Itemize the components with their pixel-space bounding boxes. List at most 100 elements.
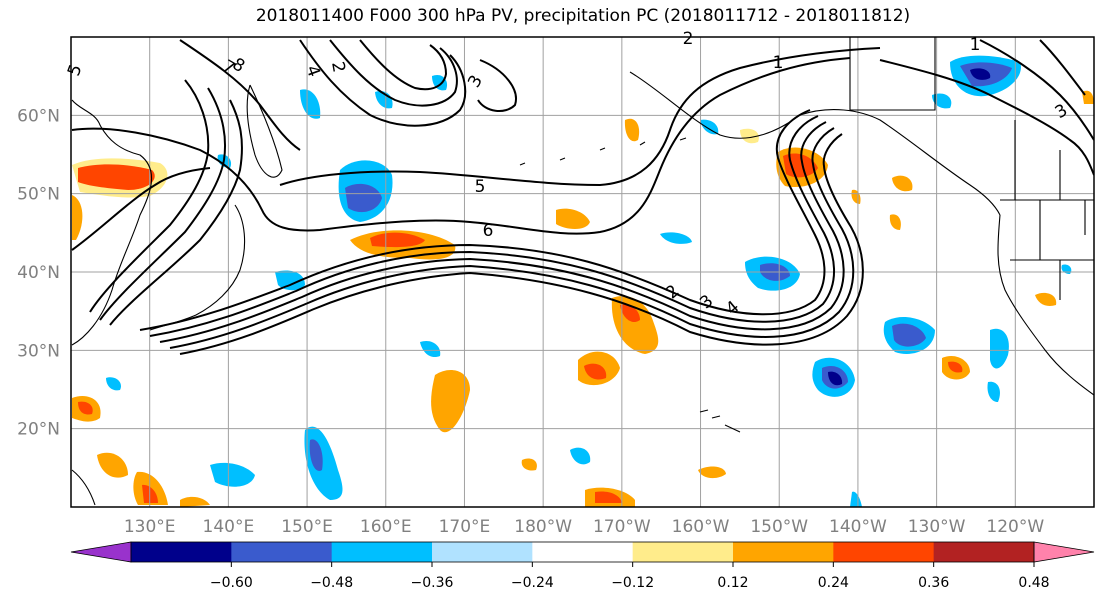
lon-tick-label: 150°E — [281, 517, 333, 537]
lat-tick-label: 30°N — [17, 341, 60, 361]
map-panel: 8 7 5 4 2 5 6 1 2 1 2 3 4 3 3 — [64, 29, 1095, 508]
lon-tick-label: 130°E — [124, 517, 176, 537]
colorbar-extend-high — [1033, 541, 1095, 563]
precip-anomaly-positive — [78, 401, 93, 415]
coastline-kamchatka — [246, 84, 283, 178]
colorbar-segment — [532, 542, 634, 562]
precip-anomaly-positive — [556, 208, 590, 229]
precipitation-pc-shading — [72, 55, 1094, 507]
lat-tick-label: 50°N — [17, 185, 60, 205]
colorbar-segment — [733, 542, 834, 562]
colorbar-tick-label: 0.48 — [1018, 575, 1049, 591]
colorbar-segment — [131, 542, 232, 562]
colorbar-tick-label: −0.24 — [511, 575, 554, 591]
pv-contour — [169, 127, 855, 349]
lon-tick-label: 160°W — [672, 517, 730, 537]
colorbar-tick-label: 0.24 — [818, 575, 849, 591]
precip-anomaly-positive — [740, 128, 759, 144]
pv-contour — [179, 39, 301, 151]
pv-contour — [329, 39, 458, 107]
lon-tick-label: 160°E — [360, 517, 412, 537]
lon-tick-label: 120°W — [986, 517, 1044, 537]
precip-anomaly-negative — [828, 371, 843, 386]
pv-contour-label: 1 — [970, 35, 981, 55]
pv-contour-label: 2 — [683, 29, 694, 49]
pv-contour — [149, 115, 836, 337]
pv-contour — [879, 59, 1094, 176]
precip-anomaly-negative — [660, 232, 692, 244]
lat-tick-label: 40°N — [17, 263, 60, 283]
pv-contours — [71, 39, 1094, 355]
coastline-hawaii — [699, 409, 741, 433]
map-frame — [70, 36, 1095, 508]
colorbar-tick-label: −0.12 — [611, 575, 654, 591]
precip-anomaly-positive — [431, 370, 470, 433]
colorbar-frame — [130, 541, 1035, 563]
precip-anomaly-negative — [700, 119, 719, 135]
colorbar-segment — [833, 542, 935, 562]
map-gridlines — [71, 37, 1094, 507]
colorbar-tick-label: 0.36 — [918, 575, 949, 591]
pv-contour — [109, 99, 243, 326]
precip-anomaly-positive — [180, 496, 210, 507]
precip-anomaly-positive — [97, 452, 128, 478]
precip-anomaly-negative — [850, 491, 862, 507]
precip-anomaly-positive — [584, 363, 607, 380]
figure-title: 2018011400 F000 300 hPa PV, precipitatio… — [255, 6, 911, 26]
lon-tick-label: 170°E — [439, 517, 491, 537]
colorbar-segment — [331, 542, 433, 562]
longitude-axis: 130°E 140°E 150°E 160°E 170°E 180°W 170°W 160°W… — [124, 517, 1045, 537]
lon-tick-label: 170°W — [593, 517, 651, 537]
precip-anomaly-positive — [521, 458, 537, 471]
pv-contour-label: 1 — [773, 53, 784, 73]
precip-anomaly-positive — [948, 361, 963, 373]
colorbar-segment — [933, 542, 1035, 562]
boundary-provinces — [1014, 120, 1061, 200]
pv-contour — [99, 87, 226, 321]
colorbar-segment — [231, 542, 333, 562]
precip-anomaly-positive — [1035, 292, 1057, 306]
lon-tick-label: 140°E — [203, 517, 255, 537]
precip-anomaly-negative — [420, 340, 441, 358]
colorbar-extend-low — [70, 541, 132, 563]
precip-anomaly-negative — [987, 381, 1000, 402]
precip-anomaly-negative — [106, 377, 121, 391]
pv-contour — [71, 57, 851, 235]
precip-anomaly-positive — [595, 491, 622, 503]
colorbar-tick-label: −0.48 — [310, 575, 353, 591]
precip-anomaly-negative — [309, 439, 323, 471]
colorbar-tick-label: −0.60 — [210, 575, 253, 591]
precip-anomaly-positive — [620, 304, 640, 323]
pv-contour — [159, 121, 845, 343]
precip-anomaly-positive — [78, 164, 155, 190]
precip-anomaly-positive — [698, 466, 726, 479]
precip-anomaly-negative — [570, 447, 591, 465]
precip-anomaly-negative — [892, 323, 926, 347]
latitude-axis: 60°N 50°N 40°N 30°N 20°N — [17, 106, 60, 439]
pv-contour — [477, 59, 517, 112]
pv-contour — [979, 39, 1094, 141]
pv-contour — [299, 39, 467, 127]
lon-tick-label: 180°W — [514, 517, 572, 537]
coastlines — [71, 37, 1094, 506]
pv-contour — [71, 167, 211, 251]
lon-tick-label: 140°W — [829, 517, 887, 537]
pv-contour — [279, 47, 881, 187]
colorbar-tick-label: 0.12 — [717, 575, 748, 591]
pv-contour — [179, 133, 864, 355]
precip-anomaly-negative — [300, 89, 321, 119]
precip-anomaly-positive — [783, 153, 818, 178]
pv-contour — [139, 109, 826, 331]
pv-contour-label: 5 — [475, 177, 486, 197]
pv-contour — [359, 39, 448, 91]
precip-anomaly-negative — [345, 183, 382, 213]
precip-anomaly-negative — [990, 328, 1009, 369]
colorbar-segment — [432, 542, 533, 562]
pv-contour — [89, 79, 210, 313]
boundary-states — [1010, 200, 1094, 300]
pv-contour-label: 2 — [327, 60, 349, 74]
lat-tick-label: 60°N — [17, 106, 60, 126]
coastline-asia — [71, 99, 153, 346]
lat-tick-label: 20°N — [17, 420, 60, 440]
